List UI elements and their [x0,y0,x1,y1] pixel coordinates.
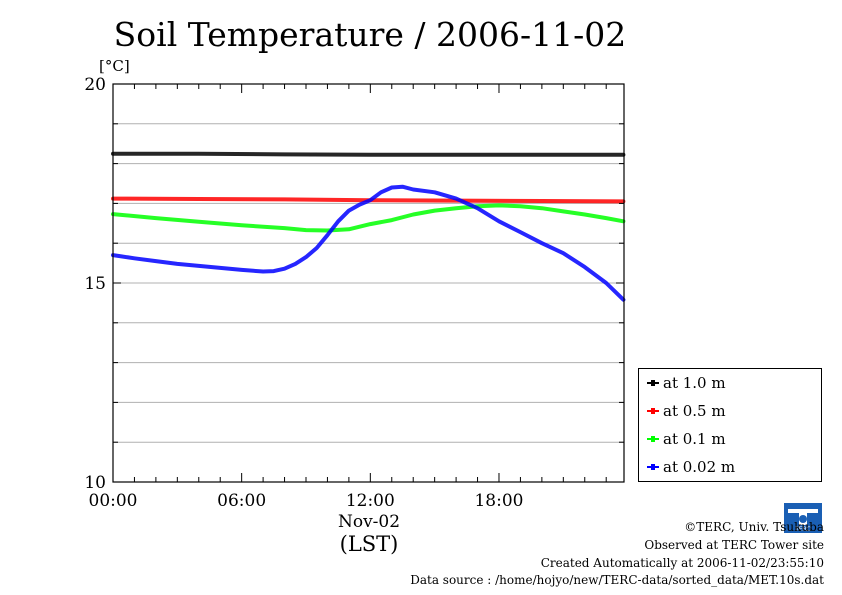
x-tick-label: 00:00 [89,491,138,511]
legend-swatch-01m [647,436,659,442]
legend-item-002m: at 0.02 m [647,457,735,477]
terc-logo-icon: TERC [784,503,822,533]
series-line-0 [111,151,626,157]
legend-item-01m: at 0.1 m [647,429,726,449]
footer-copyright: ©TERC, Univ. Tsukuba [684,520,824,534]
axis-ticks: 10 15 20 00:00 06:00 12:00 18:00 [84,75,624,511]
series-line-2 [111,203,626,233]
series-group [111,151,626,302]
y-unit-label: [°C] [99,57,130,75]
legend-label-05m: at 0.5 m [663,402,726,420]
legend-swatch-05m [647,408,659,414]
legend-swatch-002m [647,464,659,470]
legend: at 1.0 m at 0.5 m at 0.1 m at 0.02 m [638,368,822,482]
footer-observed: Observed at TERC Tower site [644,538,824,552]
x-axis-label: (LST) [340,532,399,556]
legend-item-05m: at 0.5 m [647,401,726,421]
x-tick-label: 12:00 [346,491,395,511]
legend-swatch-1m [647,380,659,386]
y-tick-label: 10 [84,473,106,493]
footer-source: Data source : /home/hojyo/new/TERC-data/… [410,573,824,587]
footer-created: Created Automatically at 2006-11-02/23:5… [540,556,824,570]
legend-label-002m: at 0.02 m [663,458,736,476]
legend-label-1m: at 1.0 m [663,374,726,392]
grid-lines [113,123,624,443]
legend-label-01m: at 0.1 m [663,430,726,448]
x-date-label: Nov-02 [338,512,400,532]
y-tick-label: 15 [84,274,106,294]
y-tick-label: 20 [84,75,106,95]
logo-text: TERC [794,526,811,533]
chart-title: Soil Temperature / 2006-11-02 [114,15,627,54]
series-line-3 [111,184,626,302]
legend-item-1m: at 1.0 m [647,373,726,393]
x-tick-label: 18:00 [474,491,523,511]
x-tick-label: 06:00 [217,491,266,511]
